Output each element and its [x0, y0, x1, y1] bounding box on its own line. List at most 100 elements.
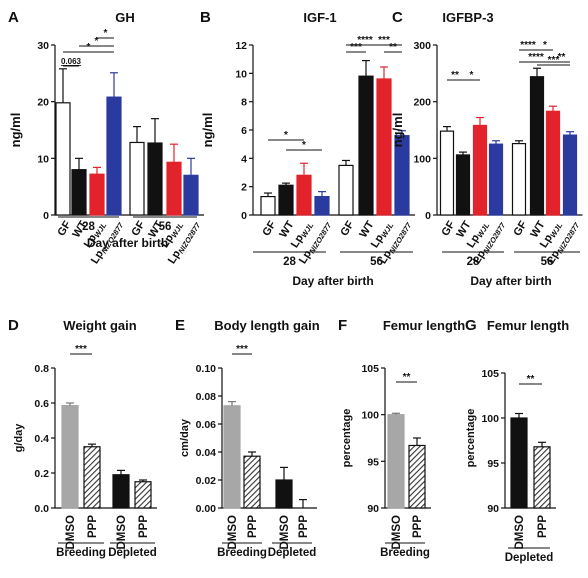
y-tick-label: 300: [413, 40, 431, 52]
bar: [472, 124, 488, 216]
x-tick-label: DMSO: [279, 515, 291, 550]
bar: [376, 78, 392, 216]
panel-f: F Femur length percentage 90 95 100 105 DMSO PPP…: [338, 317, 465, 559]
significance-label: *: [543, 40, 547, 51]
bar: [55, 102, 71, 216]
bar: [511, 143, 527, 216]
significance-label: ***: [548, 55, 560, 66]
panel-c: C IGFBP-3ng/ml0100200300GFWTLpWJLLpNIZO28…: [390, 9, 583, 288]
significance-label: **: [403, 372, 411, 383]
bar: [278, 184, 294, 216]
y-tick-label: 30: [37, 40, 49, 52]
y-tick-label: 20: [37, 97, 49, 109]
x-tick-label: DMSO: [391, 515, 403, 550]
significance-label: *: [302, 140, 306, 151]
panel-letter: A: [8, 9, 19, 26]
panel-e: E Body length gain cm/day 0.00 0.02 0.04 0.06 0…: [175, 317, 320, 559]
significance-label: ***: [378, 35, 390, 46]
y-tick-label: 0: [425, 210, 431, 222]
y-tick-label: 10: [37, 153, 49, 165]
significance-label: ***: [75, 344, 87, 355]
chart-title: Femur length: [487, 318, 569, 333]
significance-label: ****: [520, 40, 536, 51]
significance-label: 0.063: [61, 57, 82, 66]
bar: [83, 446, 101, 509]
bar: [106, 96, 122, 216]
x-tick-label: PPP: [537, 515, 549, 538]
chart-title: IGF-1: [303, 10, 336, 25]
bar: [112, 474, 130, 509]
significance-label: **: [389, 42, 397, 53]
y-tick-label: 105: [481, 368, 499, 380]
group-label: 56: [370, 256, 383, 268]
bar: [166, 161, 182, 216]
y-axis-label: ng/ml: [200, 113, 215, 148]
significance-label: ***: [236, 344, 248, 355]
group-label: Depleted: [268, 547, 317, 559]
significance-label: *: [104, 28, 108, 39]
significance-label: *: [284, 130, 288, 141]
bar: [296, 174, 312, 216]
bar: [183, 174, 199, 216]
y-tick-label: 0: [43, 210, 49, 222]
x-tick-label: DMSO: [116, 515, 128, 550]
significance-label: **: [527, 374, 535, 385]
bar: [529, 76, 545, 216]
bar: [408, 444, 426, 509]
group-label: Depleted: [505, 552, 554, 564]
y-tick-label: 100: [361, 410, 379, 422]
y-tick-label: 8: [241, 97, 247, 109]
x-tick-label: DMSO: [65, 515, 77, 550]
bar: [71, 169, 87, 216]
group-label: Breeding: [380, 547, 430, 559]
x-axis-label: Day after birth: [292, 274, 373, 288]
y-tick-label: 0.6: [34, 398, 49, 410]
y-tick-label: 0.8: [34, 363, 49, 375]
bar: [562, 134, 578, 216]
bar: [314, 195, 330, 216]
panel-letter: F: [338, 317, 347, 334]
y-tick-label: 100: [481, 413, 499, 425]
y-tick-label: 95: [487, 458, 499, 470]
significance-label: *: [95, 36, 99, 47]
x-tick-label: PPP: [247, 515, 259, 538]
panel-letter: G: [465, 317, 477, 334]
x-tick-label: GF: [338, 219, 356, 239]
y-tick-label: 0.08: [196, 391, 217, 403]
bar: [147, 142, 163, 216]
y-tick-label: 90: [367, 503, 379, 515]
bar: [129, 141, 145, 216]
bar: [439, 130, 455, 216]
bar: [533, 446, 551, 509]
group-label: Depleted: [108, 547, 157, 559]
significance-label: ***: [350, 42, 362, 53]
x-axis-label: Day after birth: [470, 274, 551, 288]
panel-letter: D: [8, 317, 19, 334]
chart-title: Weight gain: [63, 318, 136, 333]
bar: [260, 195, 276, 216]
x-tick-label: GF: [439, 219, 457, 239]
y-tick-label: 0.4: [34, 433, 49, 445]
y-tick-label: 10: [235, 68, 247, 80]
panel-d: D Weight gain g/day 0.0 0.2 0.4 0.6 0.8 DMSO PPP B…: [8, 317, 157, 559]
strain-subscript: WJL: [379, 221, 395, 240]
significance-label: **: [558, 52, 566, 63]
x-tick-label: GF: [55, 219, 73, 239]
bar: [275, 479, 293, 509]
y-tick-label: 0.04: [196, 447, 217, 459]
y-tick-label: 0.06: [196, 419, 217, 431]
bar: [510, 417, 528, 509]
group-label: Breeding: [56, 547, 106, 559]
x-tick-label: DMSO: [514, 515, 526, 550]
significance-label: *: [470, 70, 474, 81]
group-label: 28: [283, 256, 296, 268]
group-label: 56: [541, 256, 554, 268]
x-tick-label: GF: [260, 219, 278, 239]
panel-letter: B: [200, 9, 211, 26]
chart-title: Body length gain: [214, 318, 320, 333]
significance-label: **: [451, 70, 459, 81]
group-label: 28: [467, 256, 480, 268]
y-tick-label: 0.02: [196, 475, 217, 487]
significance-label: *: [87, 42, 91, 53]
